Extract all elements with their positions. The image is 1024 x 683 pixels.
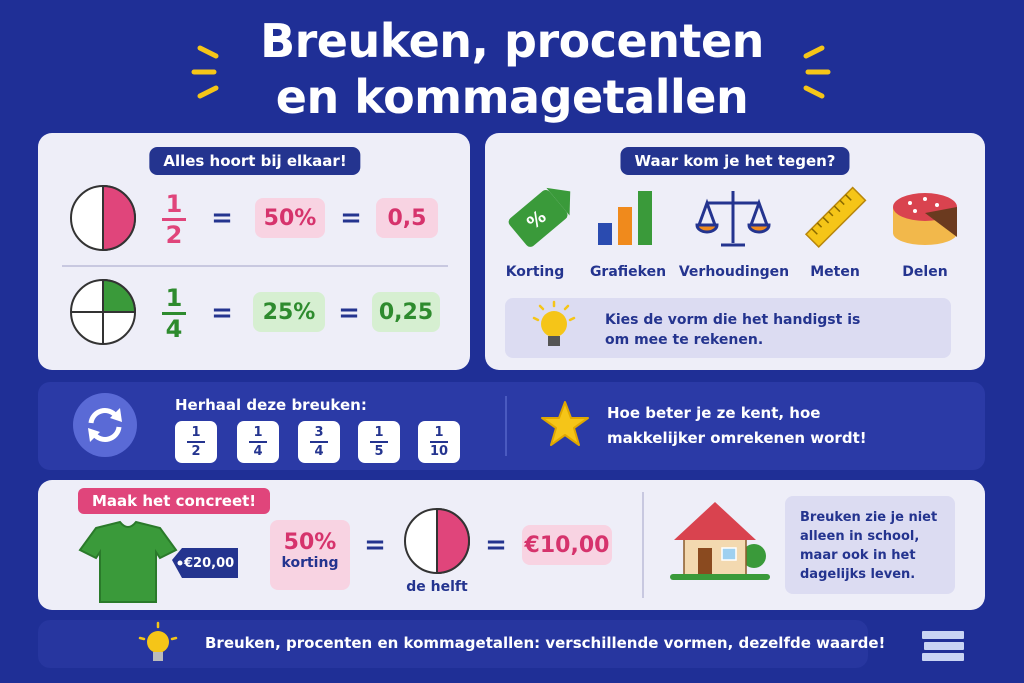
tip-box (505, 298, 951, 358)
denominator: 4 (165, 315, 183, 343)
equals: = (340, 203, 362, 233)
numerator: 3 (314, 425, 324, 440)
cake-icon (893, 193, 957, 245)
usage-label: Grafieken (589, 264, 667, 280)
percent: 25% (253, 292, 325, 332)
concrete-heading: Maak het concreet! (78, 488, 271, 514)
equals: = (211, 203, 233, 233)
refresh-icon (73, 393, 137, 457)
tag-icon: % (508, 187, 571, 247)
decimal: 0,5 (376, 198, 438, 238)
repeat-label: Herhaal deze breuken: (175, 396, 367, 414)
circle-half (404, 507, 470, 575)
price: €20,00 (184, 556, 235, 571)
footer-text: Breuken, procenten en kommagetallen: ver… (205, 634, 886, 652)
ruler-icon (804, 186, 867, 249)
usage-label: Verhoudingen (678, 264, 790, 280)
shirt-icon (78, 520, 238, 603)
discount-percent: 50% (283, 530, 337, 555)
footer-band (38, 620, 868, 668)
equals: = (364, 530, 386, 560)
equals: = (485, 530, 507, 560)
denominator: 4 (314, 444, 324, 459)
denominator: 2 (165, 221, 183, 249)
numerator: 1 (434, 425, 444, 440)
numerator: 1 (253, 425, 263, 440)
half-label: de helft (406, 579, 468, 595)
denominator: 4 (253, 444, 263, 459)
note-text: Breuken zie je niet alleen in school, ma… (800, 510, 938, 582)
discount-note: korting (281, 555, 339, 571)
numerator: 1 (374, 425, 384, 440)
repeat-message: Hoe beter je ze kent, hoe makkelijker om… (607, 404, 867, 447)
usage-label: Korting (505, 264, 565, 280)
fraction-card: 1 10 (418, 421, 460, 463)
divider (505, 396, 507, 456)
denominator: 10 (429, 444, 449, 459)
denominator: 2 (191, 444, 201, 459)
usage-icons: % (508, 186, 957, 249)
numerator: 1 (165, 190, 183, 218)
sparks (191, 45, 831, 99)
discount-box: 50% korting (270, 520, 350, 590)
equals: = (338, 298, 360, 328)
note-box (785, 496, 955, 594)
result: €10,00 (522, 525, 612, 565)
equivalents-graphics (62, 184, 448, 345)
usage-label: Delen (902, 264, 948, 280)
numerator: 1 (165, 284, 183, 312)
usage-label: Meten (810, 264, 860, 280)
house-icon (670, 502, 770, 580)
numerator: 1 (191, 425, 201, 440)
books-icon (920, 629, 966, 663)
title-line: en kommagetallen (275, 70, 749, 124)
equals: = (211, 298, 233, 328)
scale-icon (695, 191, 771, 247)
title-line: Breuken, procenten (260, 14, 764, 68)
bulb-icon (532, 300, 576, 346)
star-icon (541, 401, 589, 446)
panel-heading: Alles hoort bij elkaar! (149, 147, 361, 175)
decimal: 0,25 (372, 292, 440, 332)
tip-text: Kies de vorm die het handigst is om mee … (605, 312, 861, 348)
bulb-icon (138, 621, 178, 661)
divider (642, 492, 644, 598)
percent: 50% (255, 198, 325, 238)
denominator: 5 (374, 444, 384, 459)
bars-icon (598, 191, 652, 245)
panel-heading: Waar kom je het tegen? (620, 147, 850, 175)
